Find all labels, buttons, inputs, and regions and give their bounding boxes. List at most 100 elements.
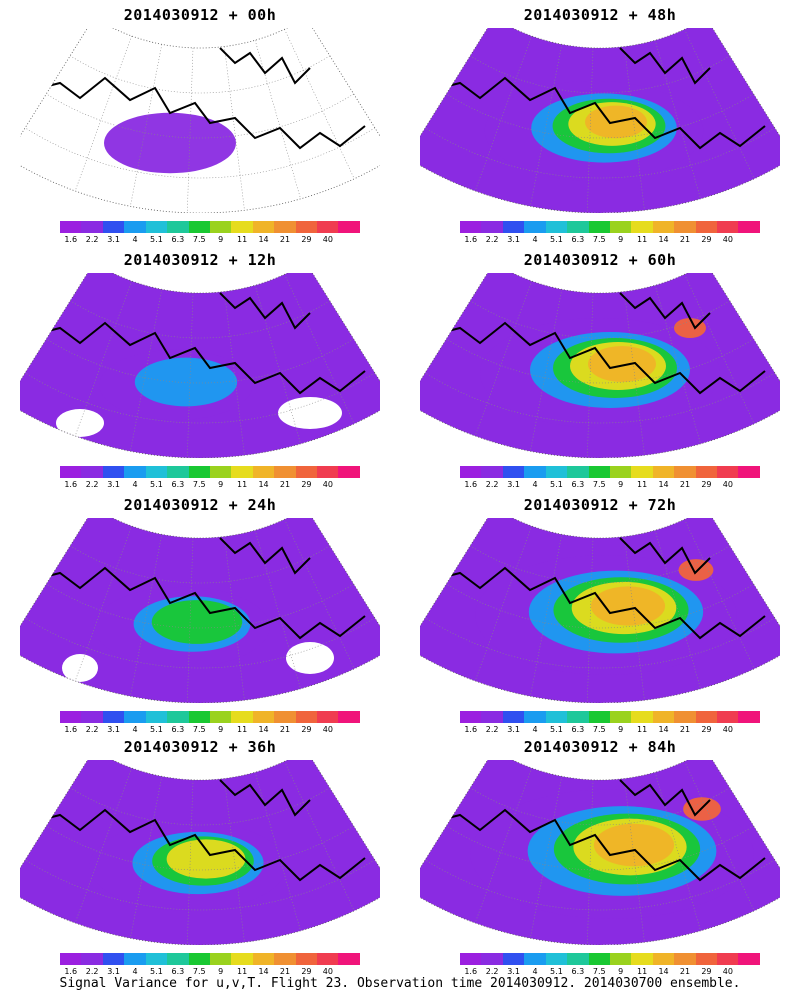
variance-map xyxy=(20,518,380,703)
colorbar-swatch xyxy=(674,953,696,965)
colorbar-tick-label: 29 xyxy=(301,967,312,976)
colorbar-swatch xyxy=(124,711,146,723)
colorbar-tick-label: 5.1 xyxy=(550,725,563,734)
colorbar-tick-label: 29 xyxy=(301,480,312,489)
colorbar-swatch xyxy=(481,221,503,233)
colorbar-swatch xyxy=(81,221,103,233)
colorbar-swatch xyxy=(317,711,339,723)
colorbar-swatch xyxy=(674,466,696,478)
variance-map xyxy=(420,518,780,703)
colorbar-tick-label: 1.6 xyxy=(64,725,78,734)
colorbar-swatch xyxy=(652,466,675,478)
colorbar-swatch xyxy=(81,953,103,965)
colorbar-ticks: 1.6 2.2 3.1 4 5.1 6.3 7.5 9 11 14 21 29 40 xyxy=(60,726,360,738)
colorbar-tick-label: 3.1 xyxy=(107,967,120,976)
colorbar-tick-label: 2.2 xyxy=(85,235,99,244)
colorbar-tick-label: 2.2 xyxy=(85,480,99,489)
colorbar-tick-label: 7.5 xyxy=(592,480,606,489)
colorbar-tick-label: 3.1 xyxy=(507,480,520,489)
colorbar-swatch xyxy=(124,466,146,478)
colorbar-tick-label: 4 xyxy=(132,235,138,244)
colorbar-swatch xyxy=(652,953,675,965)
colorbar-swatch xyxy=(209,466,232,478)
colorbar-tick-label: 5.1 xyxy=(550,967,563,976)
colorbar-tick-label: 3.1 xyxy=(507,725,520,734)
colorbar-swatch xyxy=(524,953,546,965)
colorbar xyxy=(460,221,760,233)
colorbar-swatch xyxy=(631,466,653,478)
colorbar-tick-label: 7.5 xyxy=(592,235,606,244)
colorbar-swatch xyxy=(481,466,503,478)
colorbar-swatch xyxy=(274,221,296,233)
colorbar-tick-label: 3.1 xyxy=(107,725,120,734)
colorbar-swatch xyxy=(717,466,739,478)
colorbar-swatch xyxy=(481,953,503,965)
colorbar-swatch xyxy=(588,221,610,233)
colorbar-tick-label: 21 xyxy=(279,725,291,734)
colorbar-tick-label: 9 xyxy=(618,725,624,734)
colorbar-swatch xyxy=(81,466,103,478)
colorbar-tick-label: 9 xyxy=(218,967,224,976)
panel-title: 2014030912 + 12h xyxy=(123,251,277,269)
colorbar-swatch xyxy=(252,711,275,723)
colorbar-swatch xyxy=(167,221,189,233)
colorbar-swatch xyxy=(695,466,718,478)
colorbar-swatch xyxy=(631,221,653,233)
colorbar-swatch xyxy=(674,221,696,233)
colorbar-tick-label: 7.5 xyxy=(592,967,606,976)
colorbar-tick-label: 21 xyxy=(279,967,291,976)
colorbar-swatch xyxy=(145,221,168,233)
variance-map xyxy=(420,28,780,213)
variance-map xyxy=(420,273,780,458)
colorbar-tick-label: 21 xyxy=(679,725,691,734)
colorbar-tick-label: 2.2 xyxy=(485,480,499,489)
colorbar-swatch xyxy=(567,711,589,723)
colorbar-swatch xyxy=(167,466,189,478)
colorbar-tick-label: 6.3 xyxy=(571,725,585,734)
colorbar-tick-label: 7.5 xyxy=(192,725,206,734)
colorbar-ticks: 1.6 2.2 3.1 4 5.1 6.3 7.5 9 11 14 21 29 40 xyxy=(60,968,360,980)
colorbar-swatch xyxy=(545,953,568,965)
colorbar-tick-label: 14 xyxy=(658,235,669,244)
colorbar-tick-label: 7.5 xyxy=(192,480,206,489)
colorbar-ticks: 1.6 2.2 3.1 4 5.1 6.3 7.5 9 11 14 21 29 40 xyxy=(460,481,760,493)
colorbar-swatch xyxy=(609,466,632,478)
colorbar-tick-label: 1.6 xyxy=(64,480,78,489)
colorbar-tick-label: 29 xyxy=(701,967,712,976)
colorbar-tick-label: 29 xyxy=(301,725,312,734)
colorbar-swatch xyxy=(717,221,739,233)
colorbar-tick-label: 40 xyxy=(322,725,333,734)
colorbar-tick-label: 2.2 xyxy=(485,235,499,244)
colorbar-tick-label: 5.1 xyxy=(150,480,163,489)
colorbar-tick-label: 11 xyxy=(637,725,648,734)
colorbar-swatch xyxy=(317,953,339,965)
colorbar-swatch xyxy=(60,711,82,723)
panel-title: 2014030912 + 48h xyxy=(523,6,677,24)
colorbar-tick-label: 11 xyxy=(637,480,648,489)
colorbar-swatch xyxy=(545,221,568,233)
colorbar-tick-label: 14 xyxy=(258,725,269,734)
colorbar-swatch xyxy=(102,221,125,233)
colorbar-swatch xyxy=(124,953,146,965)
colorbar-swatch xyxy=(631,953,653,965)
panel-title: 2014030912 + 84h xyxy=(523,738,677,756)
colorbar-swatch xyxy=(502,221,525,233)
colorbar xyxy=(460,466,760,478)
colorbar-tick-label: 11 xyxy=(237,235,248,244)
variance-map xyxy=(20,273,380,458)
colorbar-swatch xyxy=(738,466,760,478)
colorbar-tick-label: 1.6 xyxy=(64,235,78,244)
colorbar-tick-label: 14 xyxy=(258,967,269,976)
colorbar-swatch xyxy=(338,221,360,233)
colorbar-tick-label: 29 xyxy=(701,480,712,489)
colorbar-tick-label: 1.6 xyxy=(464,480,478,489)
colorbar-swatch xyxy=(209,953,232,965)
colorbar-swatch xyxy=(60,466,82,478)
colorbar-swatch xyxy=(338,466,360,478)
colorbar-swatch xyxy=(460,221,482,233)
colorbar-tick-label: 6.3 xyxy=(571,480,585,489)
colorbar-swatch xyxy=(231,711,253,723)
colorbar-tick-label: 2.2 xyxy=(85,725,99,734)
colorbar-tick-label: 14 xyxy=(258,235,269,244)
colorbar-tick-label: 11 xyxy=(237,480,248,489)
